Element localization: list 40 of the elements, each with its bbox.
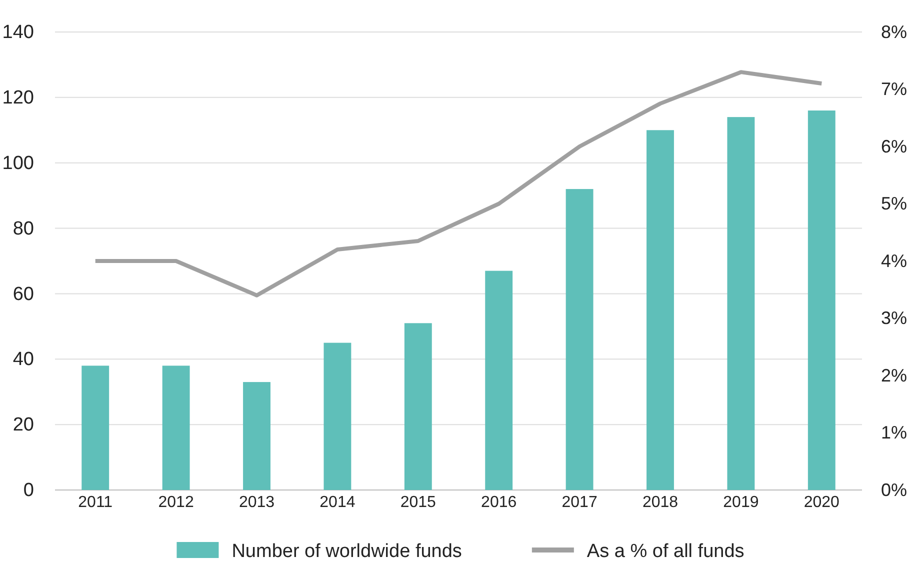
y2-tick-label: 7% — [881, 79, 908, 100]
bar — [727, 117, 755, 490]
x-tick-label: 2020 — [804, 494, 840, 511]
y2-tick-label: 8% — [881, 22, 908, 42]
y-tick-label: 100 — [2, 152, 34, 174]
y-tick-label: 80 — [12, 218, 34, 240]
bar — [404, 323, 432, 490]
x-tick-label: 2016 — [481, 494, 517, 511]
y-tick-label: 0 — [23, 480, 34, 502]
x-tick-label: 2017 — [562, 494, 598, 511]
y-tick-label: 60 — [12, 284, 34, 305]
x-tick-label: 2015 — [400, 494, 436, 511]
bar — [808, 110, 836, 490]
bar — [566, 189, 594, 490]
bar — [324, 342, 352, 490]
y-tick-label: 120 — [2, 88, 34, 109]
y2-tick-label: 3% — [881, 308, 908, 328]
bar — [162, 366, 190, 490]
y2-tick-label: 5% — [881, 194, 908, 214]
legend-label: Number of worldwide funds — [232, 541, 462, 562]
y-tick-label: 140 — [2, 22, 34, 44]
y-tick-label: 20 — [12, 414, 34, 436]
x-tick-label: 2018 — [642, 494, 678, 511]
legend-label: As a % of all funds — [586, 541, 744, 562]
y2-tick-label: 4% — [881, 250, 908, 271]
x-tick-label: 2014 — [320, 494, 356, 511]
y2-tick-label: 6% — [881, 136, 908, 156]
y2-tick-label: 2% — [881, 365, 908, 386]
bar — [485, 270, 513, 490]
y2-tick-label: 0% — [881, 480, 908, 500]
x-tick-label: 2019 — [723, 494, 759, 511]
line-series — [93, 70, 824, 298]
x-tick-label: 2011 — [78, 494, 113, 511]
x-tick-label: 2012 — [158, 494, 194, 511]
x-tick-label: 2013 — [238, 494, 275, 511]
bar — [243, 382, 270, 490]
y-tick-label: 40 — [12, 349, 34, 370]
bar — [82, 366, 110, 490]
bar — [646, 130, 674, 490]
y2-tick-label: 1% — [881, 422, 908, 443]
